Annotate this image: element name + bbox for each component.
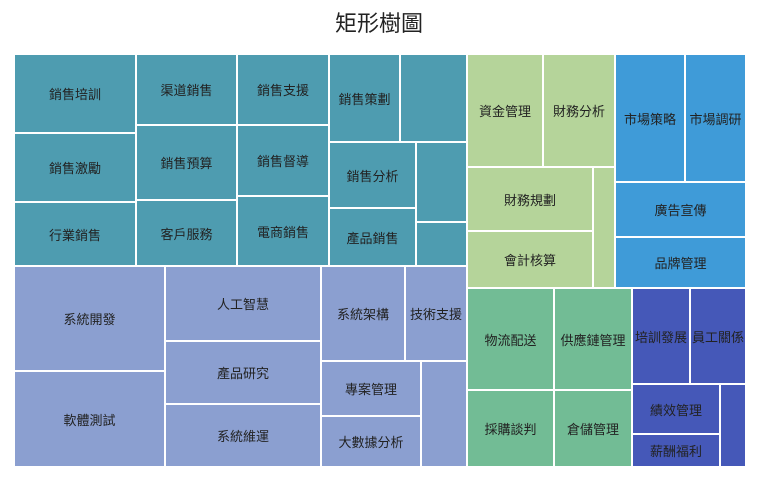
treemap-cell: 系統開發 xyxy=(14,266,165,371)
treemap-cell: 系統維運 xyxy=(165,404,321,467)
treemap-cell: 銷售預算 xyxy=(136,125,237,200)
treemap-cell: 財務規劃 xyxy=(467,167,593,231)
treemap-cell: 銷售培訓 xyxy=(14,54,136,133)
treemap-cell: 廣告宣傳 xyxy=(615,182,746,237)
treemap-cell: 培訓發展 xyxy=(632,288,690,384)
treemap-cell: 渠道銷售 xyxy=(136,54,237,125)
treemap-cell: 軟體測試 xyxy=(14,371,165,467)
treemap-cell: 人工智慧 xyxy=(165,266,321,341)
treemap-cell: 員工關係 xyxy=(690,288,746,384)
chart-title: 矩形樹圖 xyxy=(334,12,423,37)
treemap-cell xyxy=(400,54,467,142)
treemap-cell: 銷售督導 xyxy=(237,125,329,196)
treemap-cell xyxy=(421,361,467,467)
treemap-cell: 採購談判 xyxy=(467,390,554,467)
treemap-cell: 倉儲管理 xyxy=(554,390,632,467)
treemap-cell: 會計核算 xyxy=(467,231,593,288)
treemap-cell: 銷售分析 xyxy=(329,142,416,208)
treemap-cell: 供應鏈管理 xyxy=(554,288,632,390)
treemap-cell: 績效管理 xyxy=(632,384,720,434)
treemap-cell: 大數據分析 xyxy=(321,416,421,467)
treemap-cell: 技術支援 xyxy=(405,266,467,361)
treemap-cell: 市場調研 xyxy=(685,54,746,182)
treemap-cell: 行業銷售 xyxy=(14,202,136,266)
treemap-cell: 銷售支援 xyxy=(237,54,329,125)
treemap-cell: 產品研究 xyxy=(165,341,321,404)
treemap-cell: 資金管理 xyxy=(467,54,543,167)
treemap-cell xyxy=(416,142,467,222)
treemap-cell: 產品銷售 xyxy=(329,208,416,266)
treemap-cell: 專案管理 xyxy=(321,361,421,416)
treemap-cell: 財務分析 xyxy=(543,54,615,167)
treemap-cell: 客戶服務 xyxy=(136,200,237,266)
treemap-cell xyxy=(720,384,746,467)
treemap-cell xyxy=(416,222,467,266)
treemap-cell: 銷售策劃 xyxy=(329,54,400,142)
treemap-cell xyxy=(593,167,615,288)
treemap-cell: 品牌管理 xyxy=(615,237,746,288)
treemap-cell: 系統架構 xyxy=(321,266,405,361)
treemap-cell: 電商銷售 xyxy=(237,196,329,266)
treemap-cell: 物流配送 xyxy=(467,288,554,390)
treemap-cell: 市場策略 xyxy=(615,54,685,182)
treemap-cell: 薪酬福利 xyxy=(632,434,720,467)
treemap-cell: 銷售激勵 xyxy=(14,133,136,202)
